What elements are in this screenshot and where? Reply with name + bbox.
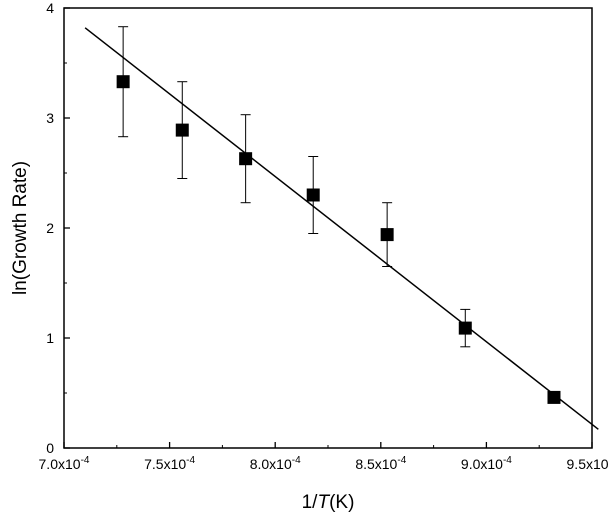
x-tick-label: 8.0x10-4 [250,455,301,472]
y-tick-label: 0 [46,440,54,456]
x-tick-label: 9.0x10-4 [461,455,512,472]
data-point [116,75,130,89]
x-tick-label: 7.5x10-4 [144,455,195,472]
y-tick-label: 3 [46,110,54,126]
y-tick-label: 1 [46,330,54,346]
y-tick-label: 2 [46,220,54,236]
data-point [175,123,189,137]
x-axis-ticks: 7.0x10-4 7.5x10-4 8.0x10-4 8.5x10-4 9.0x10-4… [39,442,608,472]
y-axis-ticks: 0 1 2 3 4 [46,0,70,456]
data-point [380,228,394,242]
x-tick-label: 7.0x10-4 [39,455,90,472]
x-tick-label: 9.5x10-4 [567,455,608,472]
data-points [116,75,561,404]
data-point [547,390,561,404]
data-point [239,152,253,166]
x-tick-label: 8.5x10-4 [355,455,406,472]
y-tick-label: 4 [46,0,54,16]
x-axis-label: 1/T(K) [302,492,355,513]
error-bars [118,26,559,403]
data-point [458,321,472,335]
fit-line [84,27,599,430]
y-axis-label: ln(Growth Rate) [10,161,31,295]
data-point [306,188,320,202]
